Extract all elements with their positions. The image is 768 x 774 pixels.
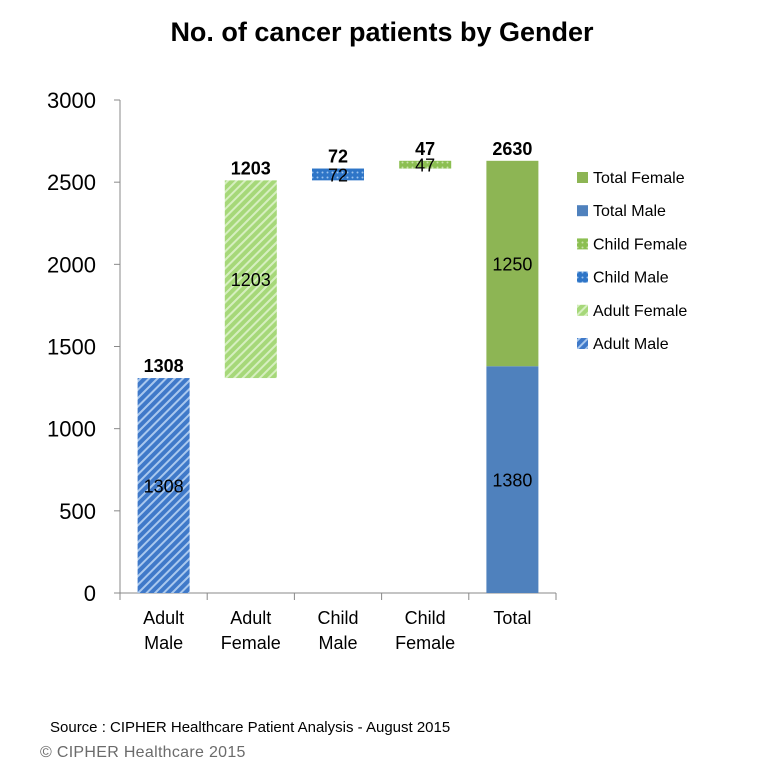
legend-label: Adult Female: [593, 303, 687, 320]
bar-total-label: 2630: [492, 139, 532, 159]
bar-adult-female: [224, 180, 277, 379]
bar-value-label: 1380: [492, 471, 532, 491]
legend-swatch: [577, 205, 588, 217]
legend-swatch: [577, 238, 588, 250]
legend-swatch: [577, 338, 588, 349]
copyright-note: © CIPHER Healthcare 2015: [40, 744, 246, 761]
source-note: Source : CIPHER Healthcare Patient Analy…: [50, 719, 451, 736]
bar-total-label: 47: [415, 139, 435, 159]
x-category-label: Total: [493, 608, 531, 628]
bars: [137, 160, 539, 593]
bar-value-label: 1203: [231, 270, 271, 290]
y-tick-label: 1000: [47, 417, 96, 442]
bar-total-label: 1308: [144, 356, 184, 376]
x-category-label: Adult Male: [143, 608, 184, 653]
bar-total-label: 72: [328, 147, 348, 167]
chart-title: No. of cancer patients by Gender: [170, 17, 594, 47]
bar-total-male: [486, 366, 539, 593]
bar-child-female: [399, 160, 452, 169]
legend-label: Total Female: [593, 170, 685, 187]
y-tick-label: 1500: [47, 335, 96, 360]
bar-total-label: 1203: [231, 158, 271, 178]
legend-label: Child Female: [593, 236, 687, 253]
bar-total-female: [486, 160, 539, 367]
y-tick-label: 0: [84, 581, 96, 606]
x-category-label: Child Male: [317, 608, 358, 653]
y-tick-label: 2000: [47, 252, 96, 277]
x-category-label: Adult Female: [221, 608, 281, 653]
y-tick-label: 2500: [47, 170, 96, 195]
bar-child-male: [312, 168, 364, 181]
legend-swatch: [577, 304, 588, 316]
bar-value-label: 72: [328, 165, 348, 185]
bar-value-label: 1308: [144, 477, 184, 497]
axes: 0 500 1000 1500 2000 2500 3000 Adult Male Adult Fe…: [47, 88, 557, 653]
legend-label: Child Male: [593, 270, 669, 287]
bar-value-label: 47: [415, 156, 435, 176]
legend-swatch: [577, 271, 588, 283]
y-tick-label: 3000: [47, 88, 96, 113]
bar-value-label: 1250: [492, 255, 532, 275]
legend-label: Total Male: [593, 203, 666, 220]
legend-label: Adult Male: [593, 336, 669, 353]
data-labels: 1308 1203 72 47 2630 1308 1203 72 47 1380 1250: [144, 139, 533, 497]
legend: Total Female Total Male Child Female Child …: [577, 170, 687, 353]
x-category-label: Child Female: [395, 608, 455, 653]
bar-adult-male: [137, 378, 190, 593]
legend-swatch: [577, 172, 588, 183]
y-tick-label: 500: [59, 499, 96, 524]
